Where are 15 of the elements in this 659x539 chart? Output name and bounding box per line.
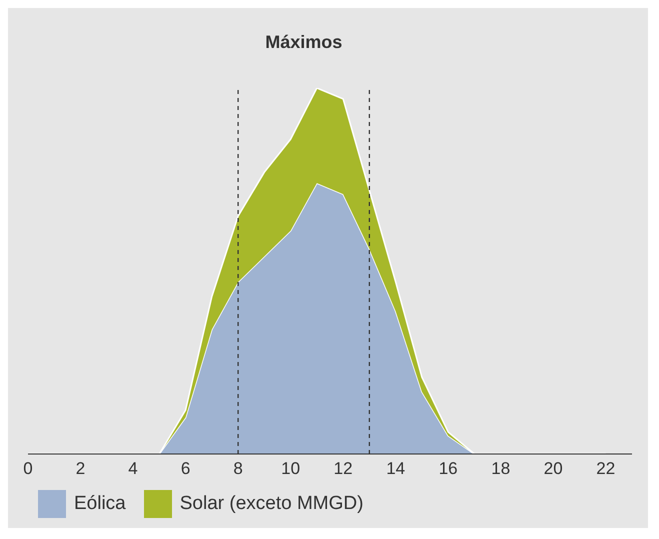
- x-tick-label: 16: [438, 459, 458, 478]
- legend-label: Eólica: [74, 493, 126, 515]
- x-tick-label: 12: [334, 459, 353, 478]
- text: Máximos: [261, 32, 346, 53]
- x-tick-label: 18: [491, 459, 510, 478]
- x-tick-label: 6: [180, 459, 190, 478]
- x-tick-label: 10: [281, 459, 300, 478]
- x-tick-label: 0: [23, 459, 33, 478]
- legend-label: Solar (exceto MMGD): [180, 493, 364, 515]
- x-tick-label: 2: [76, 459, 86, 478]
- x-tick-label: 14: [386, 459, 406, 478]
- x-tick-label: 4: [128, 459, 138, 478]
- x-tick-label: 8: [233, 459, 243, 478]
- x-tick-label: 22: [596, 459, 616, 478]
- x-tick-label: 20: [544, 459, 563, 478]
